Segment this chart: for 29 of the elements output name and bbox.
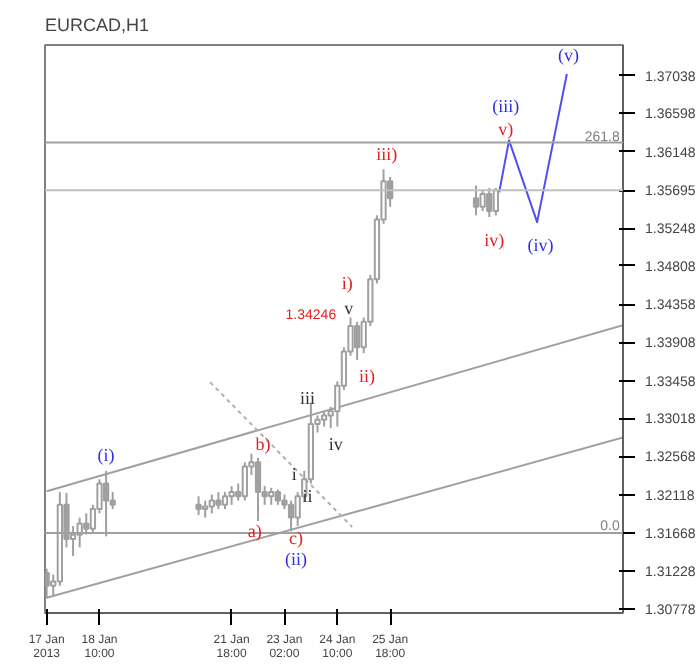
annotation: (iv) (527, 235, 554, 256)
annotation: v) (498, 119, 514, 140)
candlestick (241, 461, 248, 502)
annotation: b) (255, 433, 271, 454)
annotation: i) (341, 273, 353, 294)
annotation: c) (289, 528, 304, 549)
candlestick (492, 187, 499, 217)
annotation: v (344, 298, 355, 319)
annotation: i (291, 464, 298, 485)
annotation: a) (247, 521, 262, 542)
candlestick (479, 188, 486, 213)
candlestick (228, 485, 235, 506)
annotation: (ii) (285, 549, 308, 570)
annotation: (i) (97, 444, 115, 465)
annotation: iv (328, 433, 344, 454)
candlestick (486, 187, 493, 219)
candlestick (195, 495, 202, 517)
candlestick (472, 184, 480, 217)
annotation: iv) (484, 230, 505, 251)
annotation: ii) (359, 366, 376, 387)
annotation: (iii) (492, 96, 520, 117)
candlestick (353, 320, 361, 362)
candlestick (208, 493, 215, 515)
candlestick (254, 457, 262, 523)
chart-title: EURCAD,H1 (45, 15, 150, 35)
annotation: (v) (558, 45, 580, 66)
annotation: iii) (376, 144, 398, 164)
annotation: ii (302, 486, 314, 507)
annotation: iii (300, 387, 317, 408)
